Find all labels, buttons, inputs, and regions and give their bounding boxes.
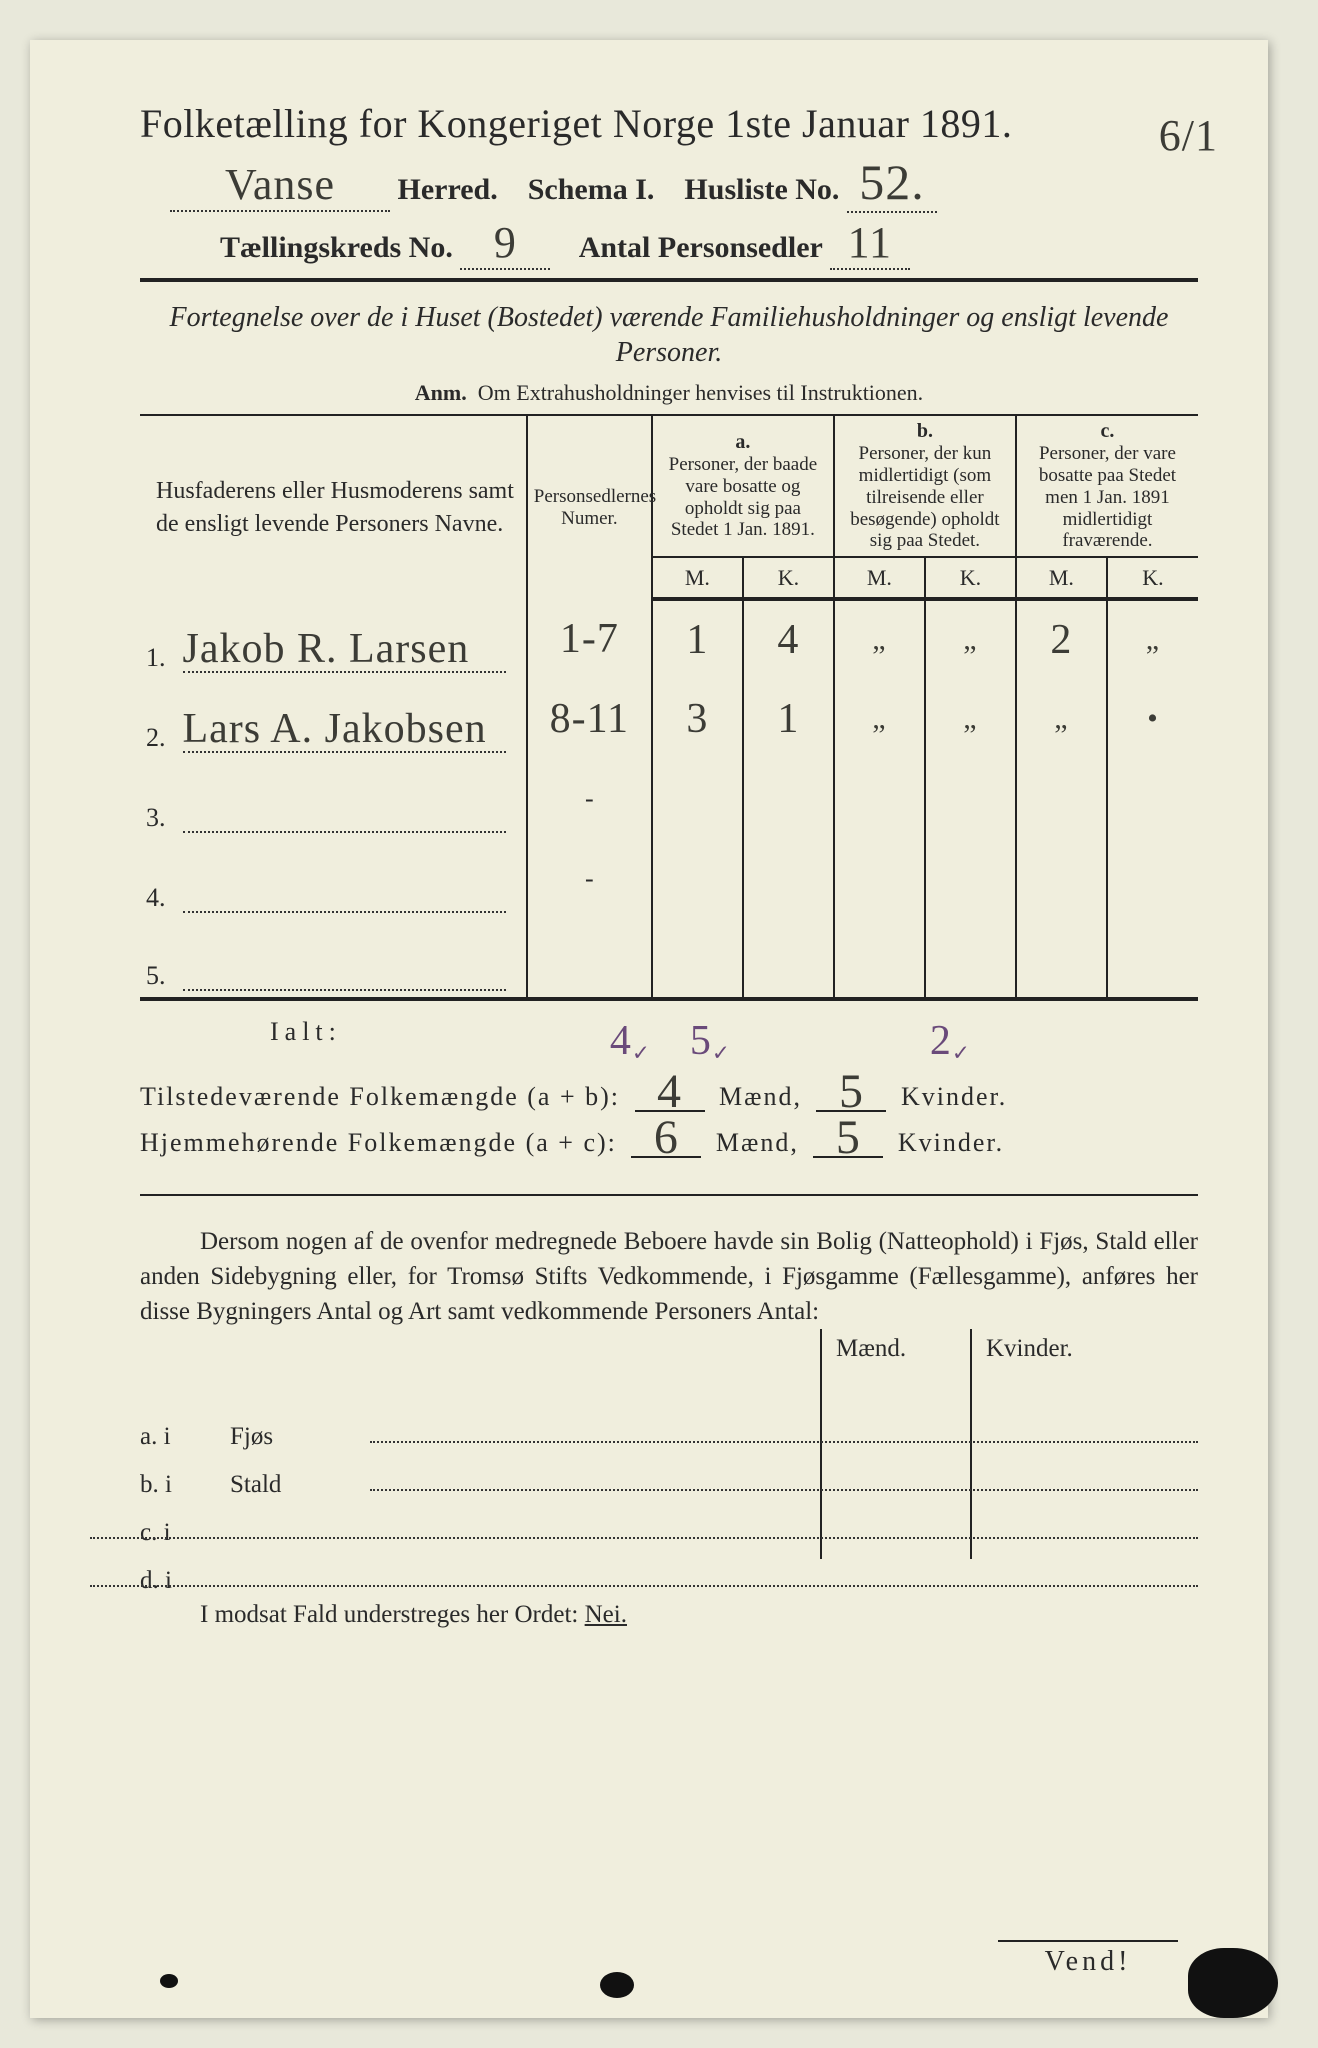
ialt-c-m: 2 [930,1018,952,1064]
totals-block: Ialt: 4✓ 5✓ 2✓ Tilstedeværende Folkemæng… [140,1017,1198,1158]
cell: 3 [686,696,708,742]
herred-line: Vanse Herred. Schema I. Husliste No. 52. [170,153,1198,213]
divider [140,278,1198,282]
person-name: Lars A. Jakobsen [183,706,487,752]
present-m: 4 [657,1072,682,1112]
outbuild-row: c. i [140,1499,1198,1547]
ialt-a-k: 5 [690,1018,712,1064]
herred-label: Herred. [398,173,498,206]
kreds-value: 9 [494,218,517,267]
anm-label: Anm. [415,380,467,405]
cell: 1 [686,617,708,663]
col-header-c: c. Personer, der vare bosatte paa Stedet… [1016,416,1198,557]
row-number: 1. [146,643,176,673]
cell: 4 [777,617,799,663]
ink-blotch [1188,1948,1278,2018]
present-pop-line: Tilstedeværende Folkemængde (a + b): 4 M… [140,1072,1198,1112]
cell: „ [872,702,886,735]
husliste-value: 52. [859,154,925,210]
ink-blotch [600,1972,634,1998]
ink-blotch [160,1974,178,1988]
cell: 1 [777,696,799,742]
row-number: 4. [146,883,176,913]
cell: „ [1054,702,1068,735]
mk-m: M. [834,557,925,599]
kreds-label: Tællingskreds No. [220,231,453,264]
table-row: 3. - [140,759,1198,839]
col-header-b: b. Personer, der kun midlertidigt (som t… [834,416,1016,557]
table-row: 4. - [140,839,1198,919]
cell: „ [963,702,977,735]
cell: 2 [1050,617,1072,663]
cell: • [1147,702,1159,735]
ialt-label: Ialt: [270,1017,342,1047]
maend-label: Mænd. [820,1329,970,1369]
personsedler-label: Antal Personsedler [579,231,823,264]
document-title: Folketælling for Kongeriget Norge 1ste J… [140,100,1198,147]
cell: 8-11 [550,696,629,742]
personsedler-value: 11 [848,218,892,267]
mk-m: M. [652,557,743,599]
col-header-num: Personsedlernes Numer. [527,416,652,599]
herred-value: Vanse [225,160,335,209]
cell: „ [963,623,977,656]
present-k: 5 [839,1072,864,1112]
cell: „ [1146,623,1160,656]
table-row: 2. Lars A. Jakobsen 8-11 3 1 „ „ „ • [140,679,1198,759]
mk-k: K. [925,557,1016,599]
cell: 1-7 [560,616,619,662]
outbuilding-list: a. i Fjøs b. i Stald c. i d. i [140,1403,1198,1595]
mk-k: K. [1107,557,1198,599]
anm-text: Om Extrahusholdninger henvises til Instr… [478,380,923,405]
row-number: 2. [146,723,176,753]
outbuild-row: a. i Fjøs [140,1403,1198,1451]
person-name: Jakob R. Larsen [183,626,470,672]
col-header-a: a. Personer, der baade vare bosatte og o… [652,416,834,557]
col-header-name: Husfaderens eller Husmoderens samt de en… [140,416,527,599]
row-number: 5. [146,961,176,991]
mk-m: M. [1016,557,1107,599]
husliste-label: Husliste No. [684,173,839,206]
anm-line: Anm. Om Extrahusholdninger henvises til … [140,380,1198,406]
subtitle: Fortegnelse over de i Huset (Bostedet) v… [140,300,1198,370]
nei-word: Nei. [585,1601,627,1628]
divider [140,1194,1198,1196]
table-row: 5. [140,919,1198,999]
ialt-a-m: 4 [610,1018,632,1064]
row-number: 3. [146,803,176,833]
nei-line: I modsat Fald understreges her Ordet: Ne… [200,1601,1198,1629]
schema-label: Schema I. [528,173,655,206]
cell: - [585,864,594,893]
mk-header: Mænd. Kvinder. [820,1329,1198,1369]
outbuild-row: d. i [140,1547,1198,1595]
outbuilding-paragraph: Dersom nogen af de ovenfor medregnede Be… [140,1224,1198,1329]
resident-m: 6 [654,1118,679,1158]
kreds-line: Tællingskreds No. 9 Antal Personsedler 1… [220,217,1198,270]
table-row: 1. Jakob R. Larsen 1-7 1 4 „ „ 2 „ [140,599,1198,679]
corner-annotation: 6/1 [1159,110,1218,161]
resident-k: 5 [836,1118,861,1158]
outbuild-row: b. i Stald [140,1451,1198,1499]
cell: - [585,784,594,813]
cell: „ [872,623,886,656]
census-table: Husfaderens eller Husmoderens samt de en… [140,416,1198,1001]
vend-label: Vend! [998,1940,1178,1978]
resident-pop-line: Hjemmehørende Folkemængde (a + c): 6 Mæn… [140,1118,1198,1158]
kvinder-label: Kvinder. [970,1329,1120,1369]
mk-k: K. [743,557,834,599]
